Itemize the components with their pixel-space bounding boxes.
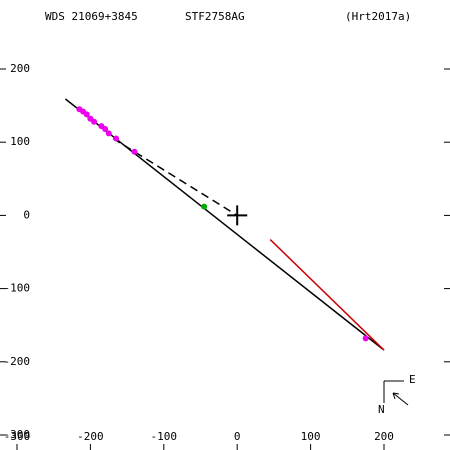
compass: E N: [378, 373, 416, 416]
compass-arrowhead: [392, 392, 400, 400]
x-tick-label: -100: [151, 430, 178, 443]
compass-east: E: [409, 373, 416, 386]
measurement: [131, 148, 138, 155]
measurement: [91, 118, 98, 125]
measurement: [113, 135, 120, 142]
orbit-line: [64, 98, 385, 351]
chart-subtitle: STF2758AG: [185, 10, 245, 23]
primary-star: [227, 205, 248, 226]
compass-arrow: [392, 392, 409, 406]
y-tick-label: 0: [23, 208, 30, 221]
measurement: [83, 111, 90, 118]
measurement: [102, 126, 109, 133]
reference: (Hrt2017a): [345, 10, 411, 23]
measurement: [362, 335, 369, 342]
x-tick-label: 100: [301, 430, 321, 443]
y-tick-label: -200: [4, 355, 31, 368]
x-tick-label: 200: [374, 430, 394, 443]
x-tick-label: -300: [4, 430, 31, 443]
y-tick-label: -300: [4, 428, 31, 441]
orbit-line: [269, 239, 385, 351]
x-tick-label: 0: [234, 430, 241, 443]
measurement: [105, 130, 112, 137]
compass-north: N: [378, 403, 385, 416]
y-tick-label: -100: [4, 282, 31, 295]
y-tick-label: 200: [10, 62, 30, 75]
node-line: [112, 137, 238, 217]
measurement: [201, 203, 208, 210]
chart-title: WDS 21069+3845: [45, 10, 138, 23]
y-tick-label: 100: [10, 135, 30, 148]
x-tick-label: -200: [77, 430, 104, 443]
